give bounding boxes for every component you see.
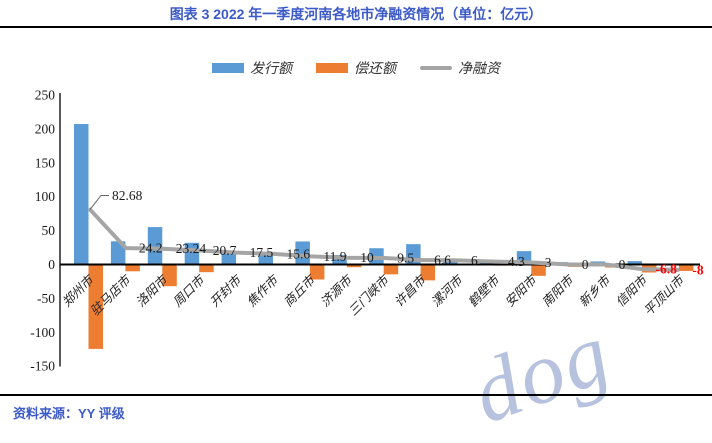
net-data-label: 24.2	[139, 241, 163, 256]
chart-legend: 发行额 偿还额 净融资	[0, 58, 712, 78]
issuance-bar	[258, 253, 273, 265]
repayment-bar	[162, 264, 177, 287]
net-data-label: 9.5	[397, 251, 414, 266]
city-axis-label: 安阳市	[502, 271, 540, 309]
issuance-bar	[147, 227, 163, 265]
issuance-bar	[295, 241, 310, 265]
net-data-label: 3	[545, 255, 552, 270]
issuance-bar	[74, 124, 89, 265]
net-data-label: 0	[582, 257, 589, 272]
label-leader-line	[89, 194, 109, 210]
city-axis-label: 平顶山市	[641, 271, 688, 318]
bottom-divider	[0, 394, 712, 396]
city-axis-label: 南阳市	[539, 271, 577, 309]
issuance-bar	[332, 255, 347, 265]
repayment-bar	[678, 264, 694, 271]
net-data-label: -6.8	[656, 262, 678, 277]
net-data-label: 6.6	[434, 253, 451, 268]
legend-label-issuance: 发行额	[250, 62, 292, 77]
legend-label-repayment: 偿还额	[354, 62, 396, 77]
legend-item-net: 净融资	[420, 58, 500, 78]
y-axis-label: -100	[30, 325, 55, 340]
repayment-bar	[531, 264, 546, 276]
city-axis-label: 新乡市	[576, 271, 614, 309]
y-axis-label: 150	[35, 155, 56, 170]
net-data-label: 17.5	[250, 245, 274, 260]
city-axis-label: 鹤壁市	[466, 271, 504, 309]
issuance-bar	[110, 241, 126, 265]
repayment-bar	[383, 264, 399, 275]
issuance-bar	[221, 252, 237, 265]
page-title: 图表 3 2022 年一季度河南各地市净融资情况（单位：亿元）	[169, 6, 543, 22]
repayment-bar	[346, 264, 362, 268]
net-line-swatch	[420, 66, 452, 70]
net-data-label: 11.9	[323, 249, 346, 264]
y-axis-label: -50	[37, 291, 55, 306]
net-data-label: 10	[360, 250, 374, 265]
net-data-label: 20.7	[213, 243, 237, 258]
legend-item-repayment: 偿还额	[316, 58, 396, 78]
net-data-label: 0	[619, 257, 626, 272]
net-data-label: 15.6	[287, 246, 311, 261]
city-axis-label: 开封市	[207, 271, 245, 309]
repayment-bar	[199, 264, 214, 273]
repayment-bar	[309, 264, 325, 280]
repayment-bar	[88, 264, 103, 349]
city-axis-label: 三门峡市	[346, 271, 393, 318]
issuance-bar	[627, 261, 642, 265]
legend-label-net: 净融资	[458, 62, 500, 77]
top-divider	[0, 26, 712, 28]
net-data-label: -8	[692, 262, 703, 277]
net-line	[87, 207, 680, 272]
y-axis-label: -150	[30, 359, 55, 374]
source-note: 资料来源：YY 评级	[13, 406, 125, 421]
y-axis-label: 200	[35, 121, 56, 136]
net-data-label: 82.68	[112, 188, 143, 203]
y-axis-label: 50	[42, 223, 56, 238]
y-axis-label: 0	[48, 257, 55, 272]
net-data-label: 6	[471, 253, 478, 268]
legend-item-issuance: 发行额	[212, 58, 292, 78]
repayment-bar	[125, 264, 140, 272]
net-data-label: 4.3	[508, 254, 525, 269]
net-data-label: 23.24	[176, 241, 207, 256]
y-axis-label: 100	[35, 189, 56, 204]
y-axis-label: 250	[35, 88, 56, 103]
issuance-swatch	[212, 63, 244, 73]
repayment-swatch	[316, 63, 348, 73]
city-axis-label: 焦作市	[244, 271, 282, 309]
repayment-bar	[420, 264, 436, 281]
